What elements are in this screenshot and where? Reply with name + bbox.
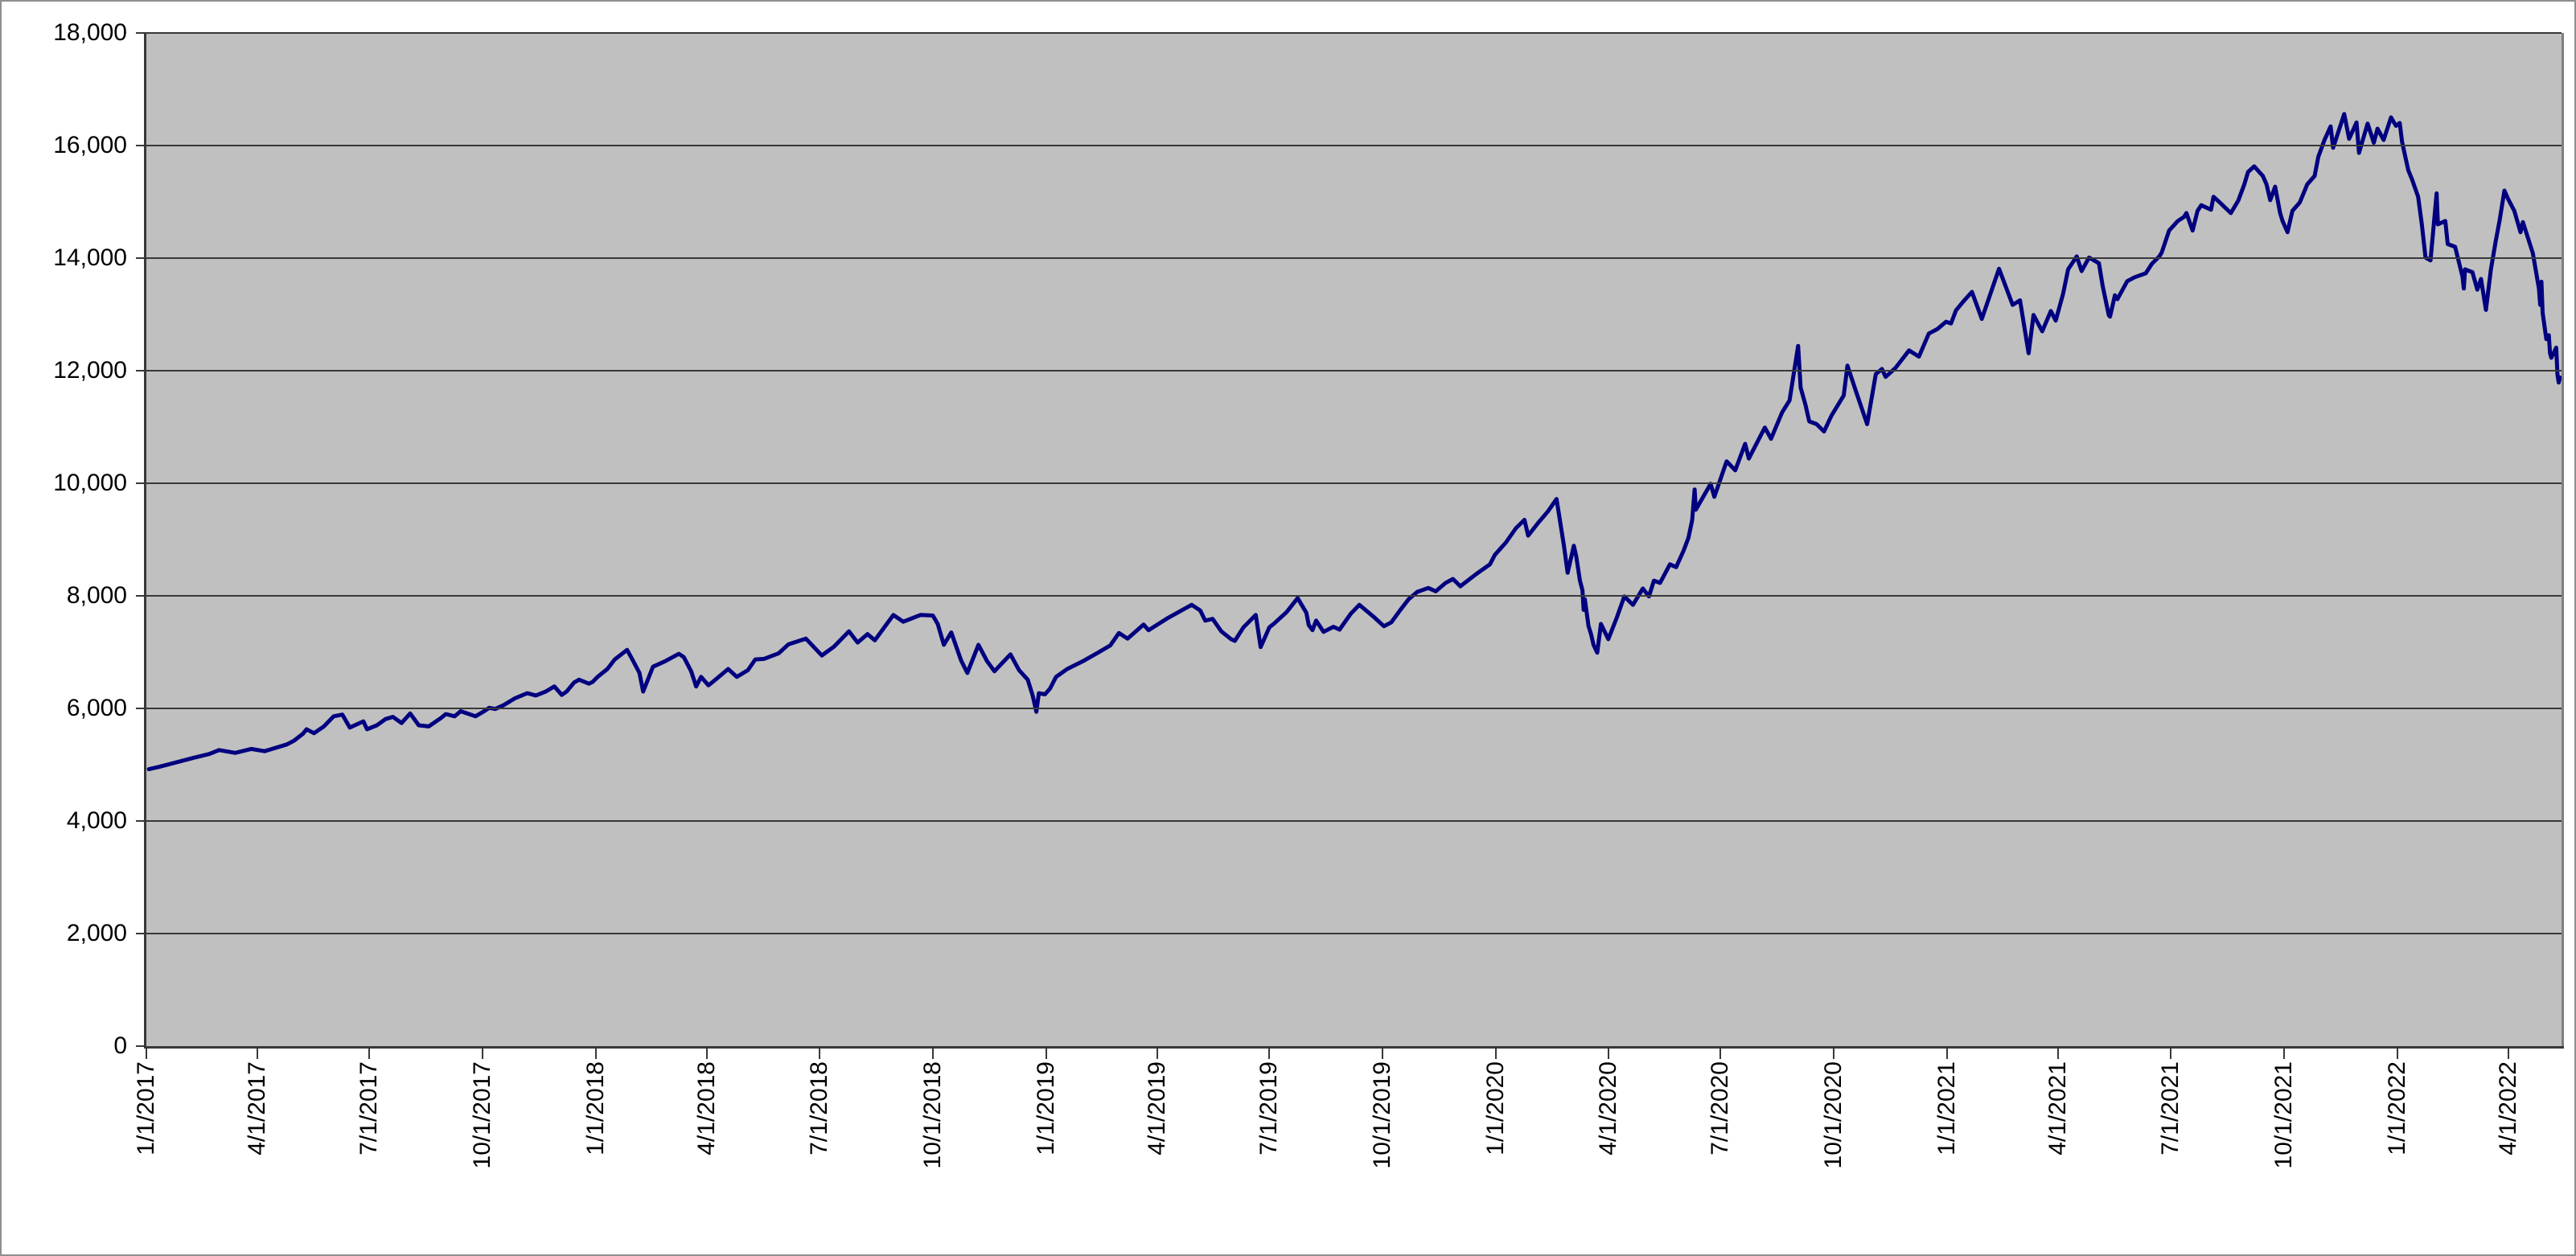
series-svg [146,112,2562,772]
y-axis-tick [136,257,146,259]
y-axis-label: 4,000 [66,807,127,834]
x-axis-label: 10/1/2019 [1369,1061,1396,1169]
x-axis-tick [2169,1049,2171,1059]
y-axis-line [144,33,146,1049]
x-axis-label: 7/1/2017 [355,1061,383,1155]
x-axis-label: 4/1/2019 [1143,1061,1170,1155]
y-axis-label: 12,000 [53,357,127,384]
x-axis-tick [1156,1049,1158,1059]
x-axis-tick [1833,1049,1835,1059]
y-gridline [146,820,2562,822]
y-axis-label: 14,000 [53,244,127,271]
x-axis-label: 7/1/2020 [1707,1061,1734,1155]
y-axis-tick [136,370,146,371]
x-axis-tick [1268,1049,1271,1059]
x-axis-label: 10/1/2018 [918,1061,946,1169]
series-line [146,112,2562,772]
plot-right-border [2562,33,2564,1046]
x-axis-tick [2396,1049,2398,1059]
x-axis-tick [1946,1049,1949,1059]
y-gridline [146,595,2562,597]
x-axis-label: 7/1/2021 [2156,1061,2184,1155]
x-axis-label: 1/1/2017 [133,1061,159,1155]
y-gridline [146,933,2562,934]
x-axis-label: 7/1/2019 [1255,1061,1283,1155]
y-axis-label: 6,000 [66,695,127,721]
x-axis-label: 4/1/2022 [2494,1061,2521,1155]
y-gridline [146,145,2562,146]
y-axis-label: 8,000 [66,582,127,609]
x-axis-label: 4/1/2020 [1594,1061,1621,1155]
x-axis-tick [706,1049,709,1059]
x-axis-tick [1045,1049,1047,1059]
x-axis-tick [256,1049,258,1059]
x-axis-label: 10/1/2017 [469,1061,496,1169]
x-axis-label: 1/1/2021 [1933,1061,1961,1155]
x-axis-label: 1/1/2018 [582,1061,610,1155]
y-axis-tick [136,595,146,597]
x-axis-label: 7/1/2018 [805,1061,832,1155]
y-axis-label: 0 [113,1032,127,1059]
x-axis-label: 4/1/2018 [693,1061,721,1155]
y-axis-label: 10,000 [53,470,127,496]
y-gridline [146,32,2562,34]
x-axis-tick [2282,1049,2285,1059]
x-axis-label: 10/1/2020 [1820,1061,1847,1169]
y-axis-tick [136,32,146,34]
plot-area [146,33,2562,1046]
y-axis-tick [136,933,146,934]
y-gridline [146,257,2562,259]
x-axis-tick [368,1049,371,1059]
x-axis-label: 4/1/2017 [243,1061,270,1155]
x-axis-label: 4/1/2021 [2044,1061,2072,1155]
x-axis-tick [818,1049,820,1059]
x-axis-tick [1719,1049,1722,1059]
y-axis-tick [136,482,146,484]
x-axis-label: 10/1/2021 [2270,1061,2297,1169]
x-axis-tick [2507,1049,2509,1059]
x-axis-tick [146,1049,147,1059]
y-axis-label: 18,000 [53,19,127,46]
x-axis-tick [595,1049,598,1059]
x-axis-label: 1/1/2019 [1032,1061,1059,1155]
x-axis-tick [1495,1049,1498,1059]
x-axis-label: 1/1/2020 [1482,1061,1510,1155]
x-axis-label: 1/1/2022 [2383,1061,2410,1155]
x-axis-line [144,1046,2564,1049]
x-axis-tick [931,1049,934,1059]
x-axis-tick [1607,1049,1609,1059]
y-gridline [146,708,2562,709]
y-axis-tick [136,1045,146,1047]
y-axis-tick [136,820,146,822]
y-axis-label: 16,000 [53,132,127,158]
y-axis-tick [136,708,146,709]
y-gridline [146,370,2562,371]
x-axis-tick [1382,1049,1384,1059]
y-axis-label: 2,000 [66,920,127,946]
y-gridline [146,482,2562,484]
y-axis-tick [136,145,146,146]
x-axis-tick [482,1049,484,1059]
x-axis-tick [2057,1049,2060,1059]
